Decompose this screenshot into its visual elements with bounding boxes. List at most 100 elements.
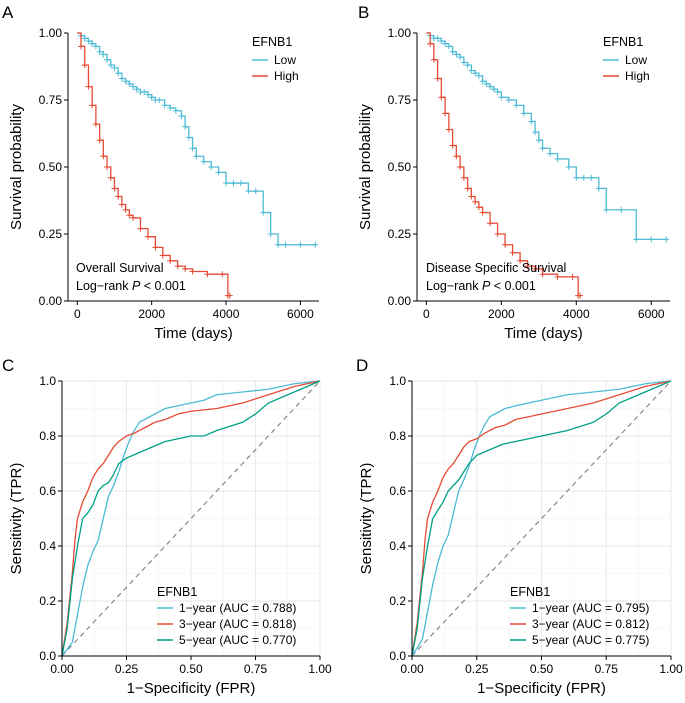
censor-mark <box>472 70 479 77</box>
y-tick-label: 0.8 <box>389 429 406 443</box>
y-tick-label: 0.6 <box>389 484 406 498</box>
x-tick-label: 0 <box>423 307 430 321</box>
censor-mark <box>517 257 524 264</box>
censor-mark <box>479 209 486 216</box>
censor-mark <box>483 80 490 87</box>
censor-mark <box>89 102 96 109</box>
x-tick-label: 0.50 <box>530 662 554 676</box>
censor-mark <box>104 164 111 170</box>
censor-mark <box>193 153 200 160</box>
y-tick-label: 0.75 <box>388 93 412 107</box>
censor-mark <box>520 110 527 117</box>
legend: EFNB1 1−year (AUC = 0.795) 3−year (AUC = 0… <box>510 585 649 647</box>
x-tick-label: 0.75 <box>244 662 268 676</box>
censor-mark <box>100 153 107 160</box>
censor-mark <box>189 268 196 275</box>
censor-mark <box>115 70 122 77</box>
censor-mark <box>245 188 252 195</box>
censor-mark <box>633 236 640 243</box>
x-tick-label: 0.75 <box>595 662 619 676</box>
censor-mark <box>588 174 595 181</box>
censor-mark <box>89 40 96 47</box>
censor-mark <box>161 102 168 109</box>
censor-mark <box>445 43 452 50</box>
censor-mark <box>182 265 189 272</box>
y-tick-label: 0.6 <box>39 484 56 498</box>
censor-mark <box>148 94 155 101</box>
y-axis-label: Survival probability <box>357 104 374 230</box>
censor-mark <box>185 134 192 141</box>
x-axis-label: 1−Specificity (FPR) <box>127 680 256 697</box>
legend-title: EFNB1 <box>510 585 550 599</box>
x-tick-label: 0.00 <box>50 662 74 676</box>
censor-mark <box>434 75 441 82</box>
censor-mark <box>565 164 572 170</box>
x-axis-label: Time (days) <box>504 325 583 342</box>
censor-mark <box>312 241 319 248</box>
censor-mark <box>107 174 114 181</box>
series-line-high <box>426 32 581 297</box>
censor-mark <box>505 97 512 103</box>
x-axis-label: 1−Specificity (FPR) <box>477 680 606 697</box>
logrank-text: Log−rank P < 0.001 <box>426 279 536 293</box>
x-tick-label: 6000 <box>638 307 665 321</box>
censor-mark <box>81 62 88 69</box>
censor-mark <box>230 180 237 187</box>
censor-mark <box>122 78 129 85</box>
series-line-3-year-auc-0-812- <box>411 380 672 657</box>
censor-mark <box>174 263 181 270</box>
censor-mark <box>532 265 539 272</box>
censor-mark <box>577 292 584 299</box>
panel-letter: A <box>2 3 14 22</box>
x-tick-label: 2000 <box>138 307 165 321</box>
censor-mark <box>189 145 196 152</box>
censor-mark <box>78 43 85 50</box>
censor-mark <box>595 185 602 192</box>
censor-mark <box>215 169 222 176</box>
logrank-text: Log−rank P < 0.001 <box>76 279 186 293</box>
censor-mark <box>92 121 99 128</box>
legend: EFNB1 Low High <box>603 35 650 83</box>
censor-mark <box>144 233 151 240</box>
censor-mark <box>475 204 482 211</box>
legend-label: Low <box>274 53 296 67</box>
censor-mark <box>472 198 479 205</box>
censor-mark <box>573 174 580 181</box>
censor-mark <box>252 188 259 195</box>
x-tick-label: 6000 <box>287 307 314 321</box>
censor-mark <box>438 38 445 45</box>
censor-mark <box>267 231 274 237</box>
censor-mark <box>156 97 163 103</box>
censor-mark <box>100 51 107 58</box>
censor-mark <box>115 193 122 200</box>
censor-mark <box>442 40 449 47</box>
censor-mark <box>85 38 92 45</box>
censor-mark <box>167 257 174 264</box>
censor-mark <box>547 150 554 157</box>
y-tick-label: 0.50 <box>388 160 412 174</box>
censor-mark <box>92 43 99 50</box>
censor-mark <box>468 193 475 200</box>
y-axis-label: Sensitivity (TPR) <box>8 463 25 575</box>
censor-mark <box>96 137 103 144</box>
x-tick-label: 0.25 <box>115 662 139 676</box>
panel-letter: B <box>358 3 369 22</box>
censor-mark <box>524 263 531 270</box>
censor-mark <box>237 180 244 187</box>
y-tick-label: 0.2 <box>39 594 56 608</box>
legend-label: 1−year (AUC = 0.795) <box>532 601 649 615</box>
censor-mark <box>457 54 464 61</box>
censor-mark <box>137 225 144 232</box>
legend-title: EFNB1 <box>252 35 292 49</box>
x-tick-label: 1.00 <box>308 662 332 676</box>
legend-title: EFNB1 <box>603 35 643 49</box>
y-tick-label: 0.4 <box>389 539 406 553</box>
annotation: Disease Specific Survival Log−rank P < 0.… <box>426 261 566 293</box>
y-tick-label: 0.0 <box>39 649 56 663</box>
censor-mark <box>81 35 88 42</box>
censor-mark <box>464 62 471 69</box>
censor-mark <box>282 241 289 248</box>
censor-mark <box>453 153 460 160</box>
censor-mark <box>460 59 467 66</box>
censor-mark <box>275 241 282 248</box>
